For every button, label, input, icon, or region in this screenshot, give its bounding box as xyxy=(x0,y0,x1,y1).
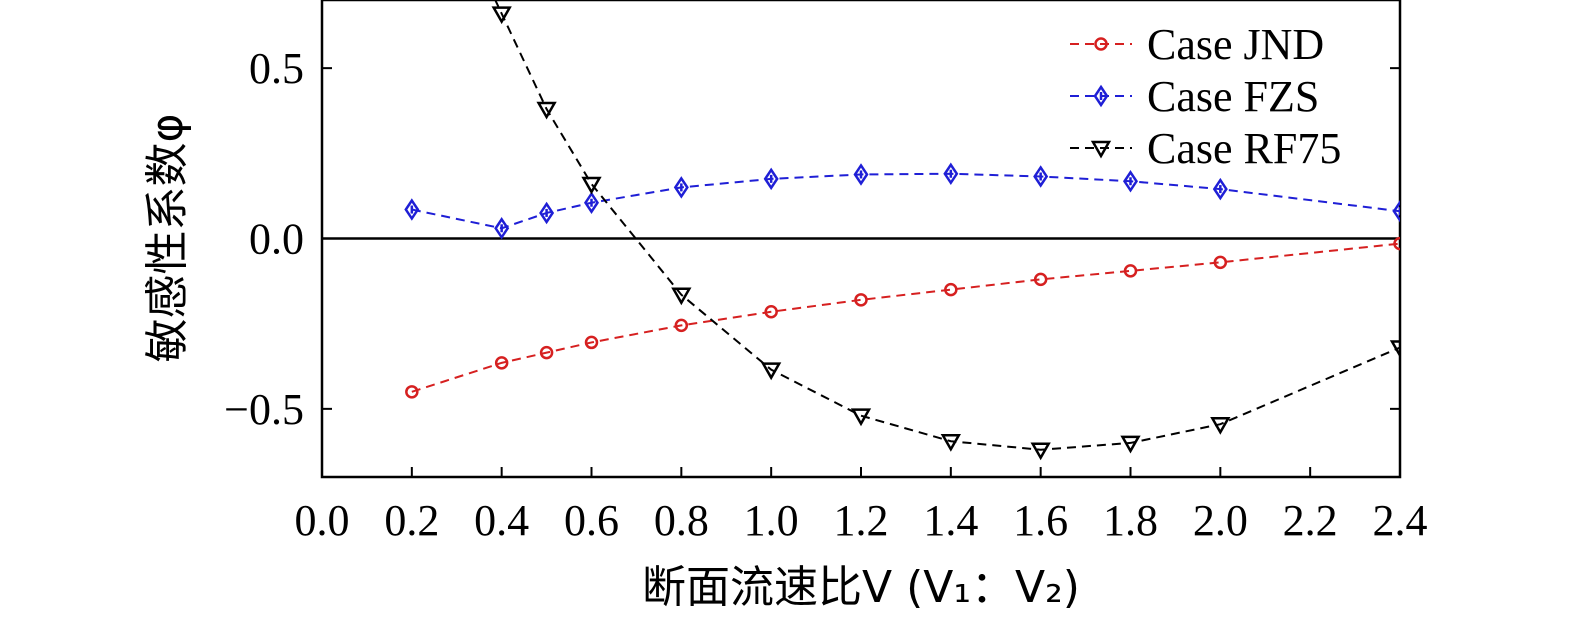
y-tick-label: 0.0 xyxy=(249,215,304,264)
data-point xyxy=(404,198,420,221)
data-point xyxy=(494,356,509,370)
data-point xyxy=(850,408,872,427)
data-point xyxy=(854,293,868,307)
x-tick-label: 0.0 xyxy=(295,496,350,545)
data-point xyxy=(1393,236,1400,251)
series-line xyxy=(411,242,1400,393)
data-point xyxy=(1033,272,1048,287)
data-point xyxy=(584,335,599,350)
series-case-jnd xyxy=(405,236,1400,399)
x-tick-label: 1.2 xyxy=(834,496,889,545)
data-point xyxy=(1210,416,1231,435)
data-point xyxy=(539,345,554,360)
diamond-outline xyxy=(1122,170,1139,193)
data-point xyxy=(491,6,512,25)
diamond-outline xyxy=(1093,84,1109,108)
y-axis-ticks: −0.5 0.0 0.5 xyxy=(224,44,1400,434)
x-tick-label: 1.4 xyxy=(923,496,978,545)
diamond-outline xyxy=(404,198,420,221)
diamond-outline xyxy=(583,191,600,214)
data-point xyxy=(763,167,779,191)
legend-marker xyxy=(1090,140,1112,159)
series-case-rf75 xyxy=(491,0,1400,461)
data-point xyxy=(583,191,600,214)
data-point xyxy=(536,101,557,120)
series-line xyxy=(494,0,1400,451)
series-layer xyxy=(404,0,1400,461)
data-point xyxy=(1122,170,1139,193)
x-tick-label: 2.4 xyxy=(1373,496,1428,545)
x-axis-title: 断面流速比V (V₁：V₂) xyxy=(642,562,1080,613)
legend-label: Case RF75 xyxy=(1147,124,1341,173)
data-point xyxy=(1392,199,1400,223)
x-tick-label: 0.6 xyxy=(564,496,619,545)
x-tick-label: 2.2 xyxy=(1283,496,1338,545)
data-point xyxy=(539,201,555,225)
y-tick-label: 0.5 xyxy=(249,44,304,93)
legend-marker xyxy=(1093,84,1109,108)
x-tick-label: 0.8 xyxy=(654,496,709,545)
x-tick-label: 2.0 xyxy=(1193,496,1248,545)
data-point xyxy=(671,287,692,306)
data-point xyxy=(1213,255,1228,270)
data-point xyxy=(581,176,602,195)
x-tick-label: 1.6 xyxy=(1013,496,1068,545)
data-point xyxy=(1120,435,1141,454)
x-tick-label: 0.4 xyxy=(474,496,529,545)
x-axis-ticks: 0.0 0.2 0.4 0.6 0.8 1.0 1.2 1.4 1.6 1.8 2.0 2.2 2.4 xyxy=(295,467,1428,545)
data-point xyxy=(761,362,782,381)
data-point xyxy=(1030,442,1051,461)
data-point xyxy=(764,305,778,319)
legend-marker xyxy=(1094,37,1108,51)
data-point xyxy=(494,217,510,240)
data-point xyxy=(1123,264,1138,278)
diamond-outline xyxy=(763,167,779,191)
data-point xyxy=(405,385,419,399)
diamond-outline xyxy=(1033,165,1049,188)
data-point xyxy=(944,282,958,297)
y-tick-label: −0.5 xyxy=(224,385,304,434)
x-tick-label: 1.8 xyxy=(1103,496,1158,545)
legend-label: Case FZS xyxy=(1147,72,1319,121)
series-line xyxy=(411,172,1400,230)
data-point xyxy=(853,163,869,186)
diamond-outline xyxy=(539,201,555,225)
diamond-outline xyxy=(853,163,869,186)
legend-item: Case JND xyxy=(1070,20,1324,69)
series-case-fzs xyxy=(404,162,1400,240)
data-point xyxy=(1212,177,1228,201)
legend-item: Case FZS xyxy=(1070,72,1319,121)
diamond-outline xyxy=(673,176,689,199)
data-point xyxy=(943,162,959,186)
x-tick-label: 1.0 xyxy=(744,496,799,545)
data-point xyxy=(674,318,689,333)
diamond-outline xyxy=(1392,199,1400,223)
diamond-outline xyxy=(943,162,959,186)
diamond-outline xyxy=(494,217,510,240)
diamond-outline xyxy=(1212,177,1228,201)
x-tick-label: 0.2 xyxy=(384,496,439,545)
data-point xyxy=(1389,340,1400,359)
data-point xyxy=(1033,165,1049,188)
data-point xyxy=(673,176,689,199)
legend-item: Case RF75 xyxy=(1070,124,1341,173)
legend-label: Case JND xyxy=(1147,20,1324,69)
y-axis-title: 敏感性系数φ xyxy=(142,113,193,362)
data-point xyxy=(940,433,961,452)
